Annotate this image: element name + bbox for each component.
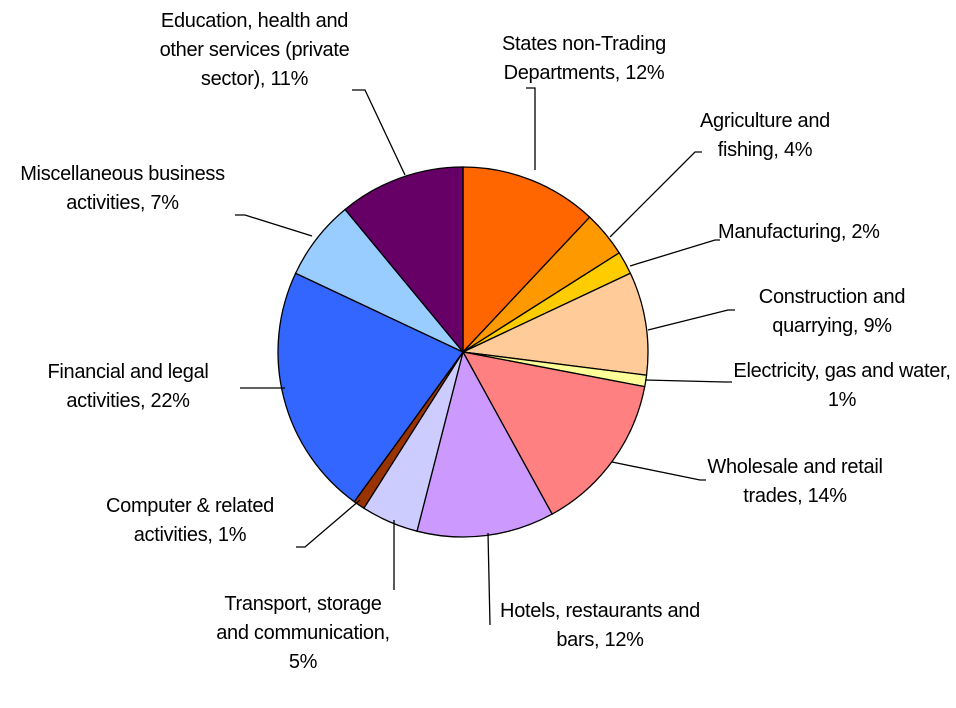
pie-slice	[344, 166, 464, 354]
data-label: Education, health and other services (pr…	[159, 10, 350, 90]
data-label: Transport, storage and communication, 5%	[216, 593, 390, 673]
leader-line	[647, 309, 735, 331]
leader-line	[629, 239, 720, 267]
leader-line	[296, 499, 361, 548]
leader-line	[611, 461, 706, 481]
leader-line	[609, 151, 702, 238]
data-label: Construction and quarrying, 9%	[758, 286, 906, 337]
pie-slice	[462, 166, 591, 354]
pie-slice	[460, 272, 649, 376]
data-label: Agriculture and fishing, 4%	[699, 110, 831, 161]
data-label: States non-Trading Departments, 12%	[502, 33, 666, 84]
pie-slice	[461, 351, 646, 515]
data-label: Electricity, gas and water, 1%	[733, 360, 951, 411]
leader-line	[235, 214, 313, 237]
data-label: Financial and legal activities, 22%	[47, 361, 209, 412]
data-label: Computer & related activities, 1%	[105, 495, 275, 546]
leader-line	[526, 87, 536, 170]
data-label: Wholesale and retail trades, 14%	[707, 456, 883, 507]
leader-line	[352, 89, 406, 176]
pie-slice	[416, 350, 554, 538]
leader-line	[644, 379, 732, 383]
leader-line	[487, 532, 491, 626]
data-label: Manufacturing, 2%	[718, 221, 880, 243]
data-label: Hotels, restaurants and bars, 12%	[500, 600, 700, 651]
data-label: Miscellaneous business activities, 7%	[20, 163, 225, 214]
